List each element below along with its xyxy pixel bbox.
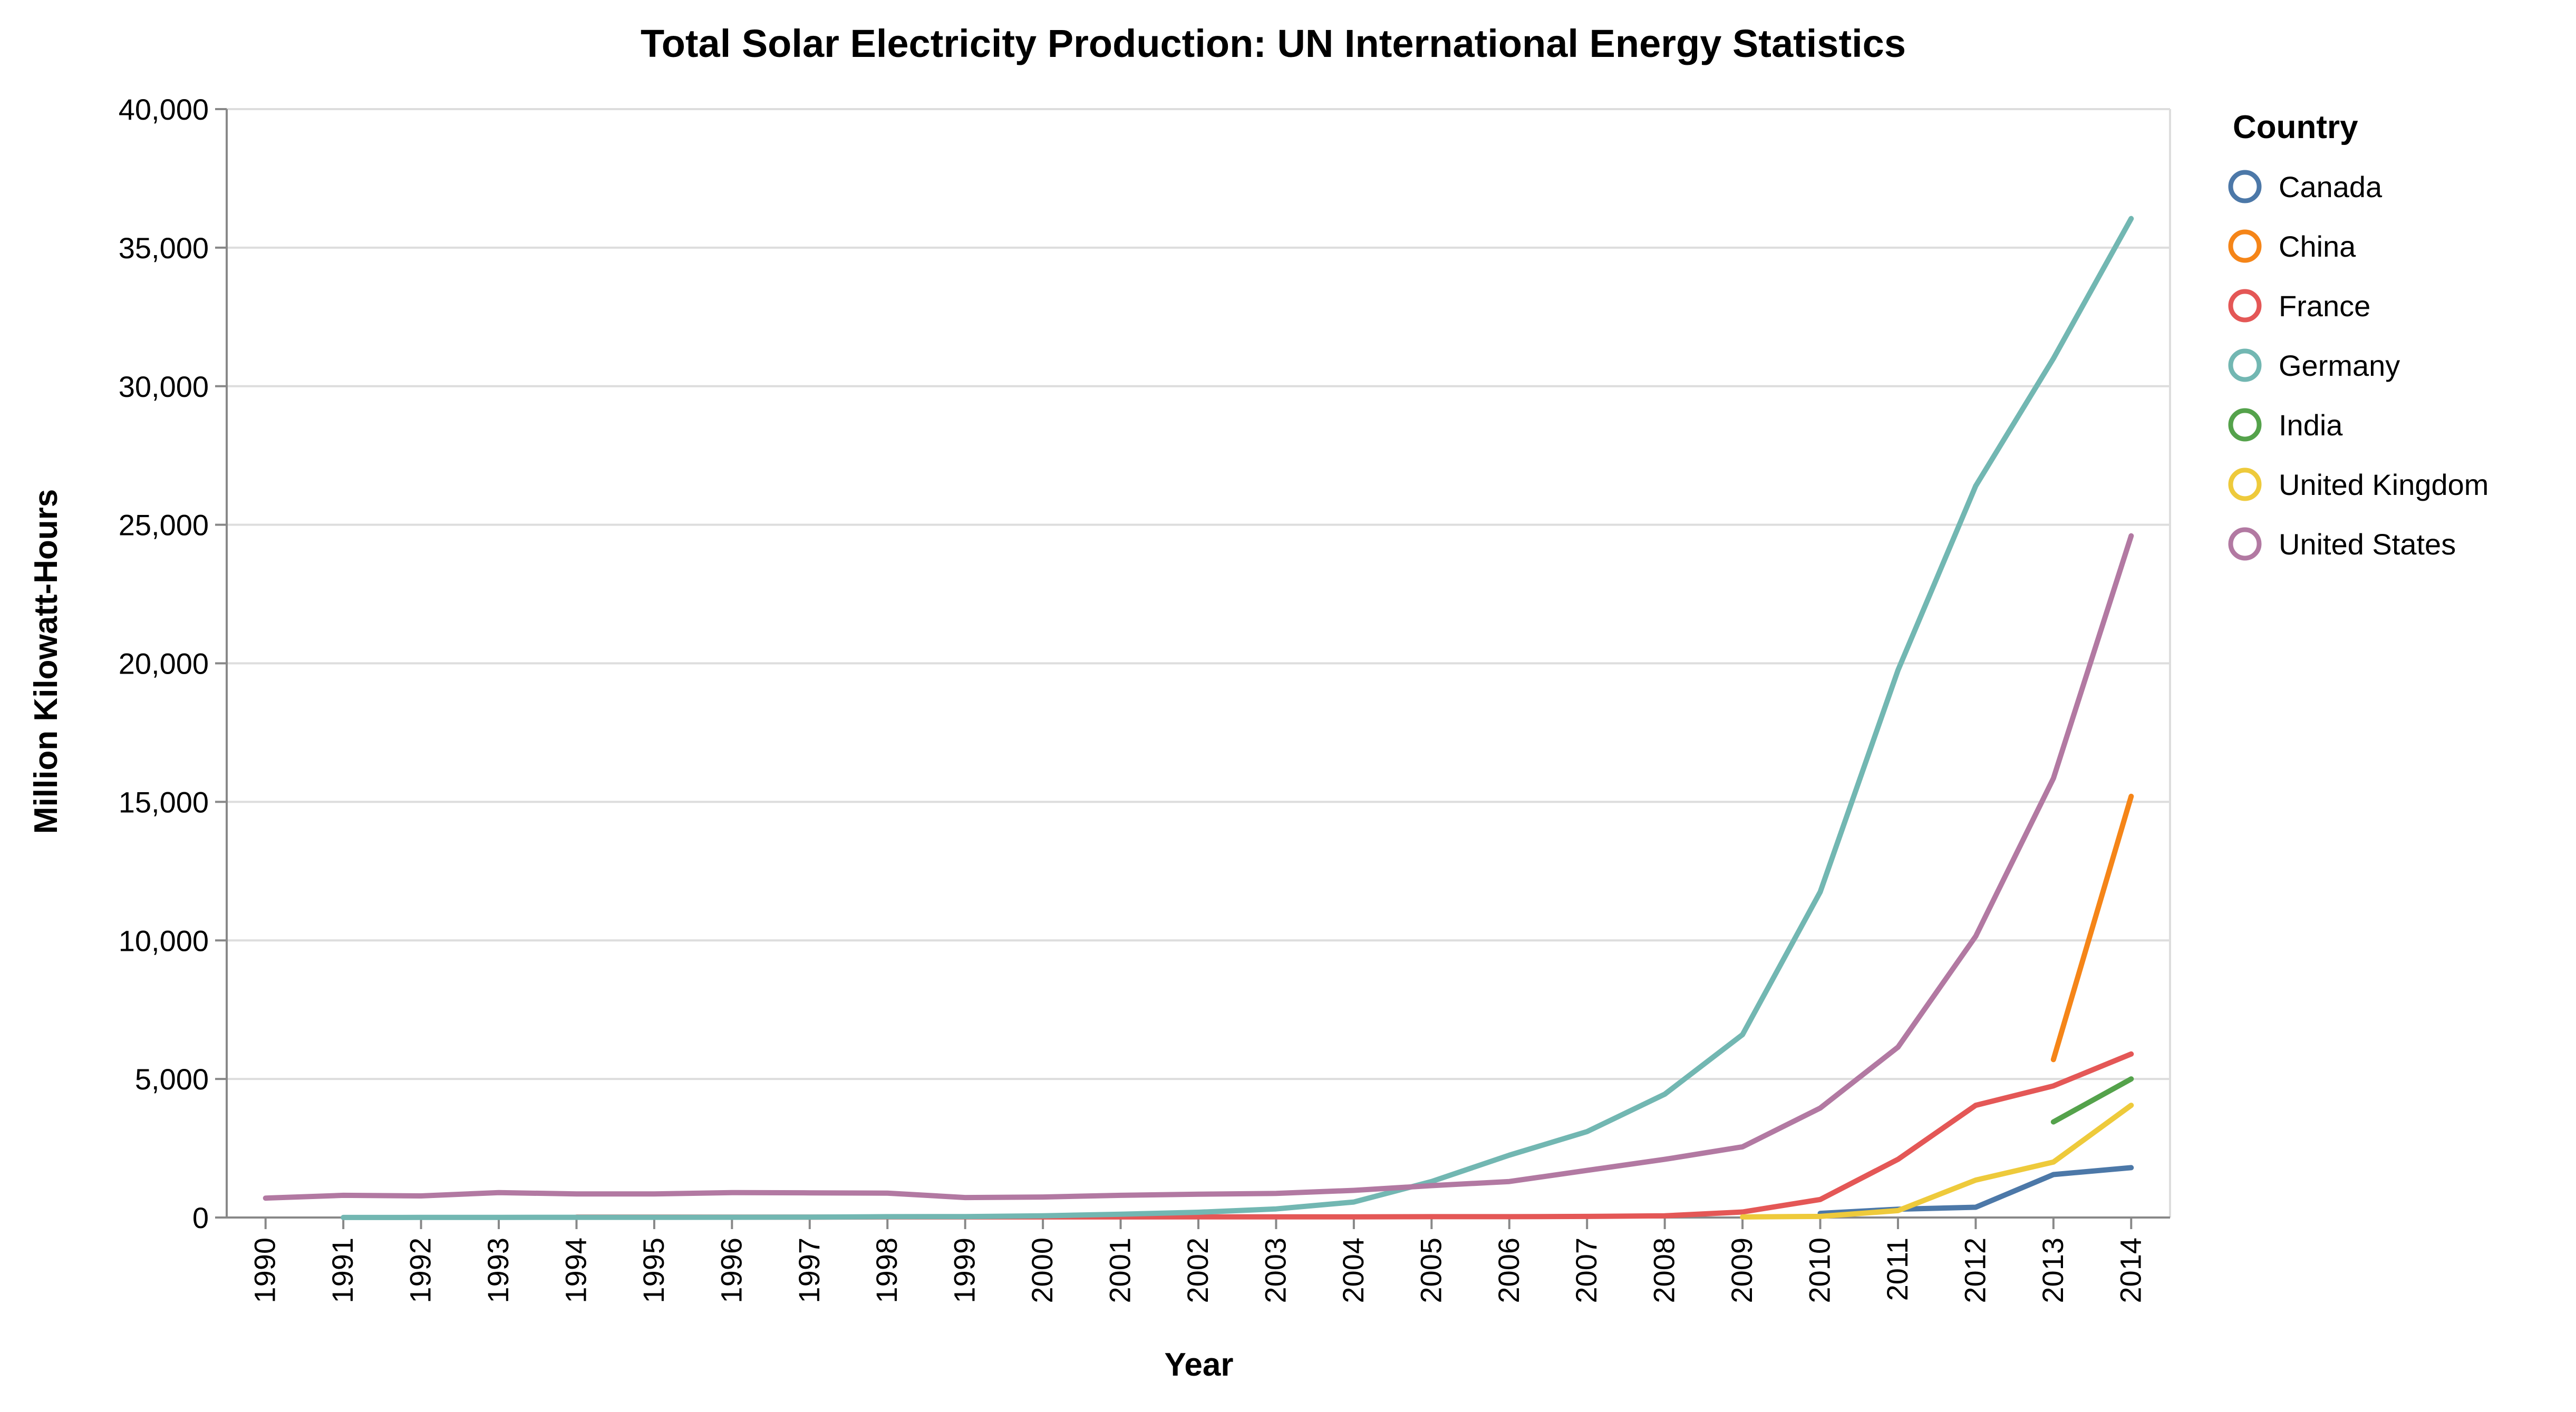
y-tick-label: 25,000 — [119, 509, 209, 542]
legend-label: France — [2279, 289, 2370, 323]
legend-title: Country — [2233, 109, 2358, 145]
x-tick-label: 2010 — [1803, 1238, 1836, 1303]
axes: 0 5,000 10,000 15,000 20,000 25,000 30,000 35,0… — [119, 93, 2170, 1303]
series-line-india — [2050, 1076, 2134, 1125]
x-tick-label: 2002 — [1181, 1238, 1214, 1303]
series-line-germany — [341, 216, 2134, 1220]
y-tick-label: 5,000 — [135, 1063, 209, 1096]
legend-item-france: France — [2228, 289, 2370, 323]
x-tick-label: 1999 — [948, 1238, 981, 1303]
x-tick-label: 2000 — [1025, 1238, 1059, 1303]
x-tick-label: 2008 — [1648, 1238, 1681, 1303]
x-tick-label: 1992 — [404, 1238, 437, 1303]
x-tick-label: 2012 — [1958, 1238, 1991, 1303]
legend-symbol — [2228, 527, 2262, 561]
x-tick-label: 1995 — [637, 1238, 670, 1303]
legend-label: India — [2279, 408, 2343, 442]
legend-item-united-states: United States — [2228, 527, 2456, 561]
legend-symbol — [2228, 229, 2262, 263]
y-tick-label: 35,000 — [119, 231, 209, 265]
legend-symbol — [2228, 408, 2262, 442]
legend-item-china: China — [2228, 229, 2356, 263]
x-tick-label: 2005 — [1414, 1238, 1447, 1303]
legend-label: Germany — [2279, 349, 2400, 382]
legend-symbol — [2228, 170, 2262, 203]
legend-symbol — [2228, 468, 2262, 501]
y-tick-label: 30,000 — [119, 370, 209, 403]
series-lines — [263, 216, 2134, 1220]
y-tick-label: 10,000 — [119, 924, 209, 957]
legend-symbol — [2228, 348, 2262, 382]
legend-label: United Kingdom — [2279, 468, 2488, 501]
legend-item-germany: Germany — [2228, 348, 2400, 382]
x-tick-label: 2004 — [1337, 1238, 1370, 1303]
x-tick-label: 1996 — [714, 1238, 748, 1303]
legend-item-canada: Canada — [2228, 170, 2383, 203]
legend: Country Canada China France Germany India Uni… — [2228, 109, 2488, 561]
y-axis-title: Million Kilowatt-Hours — [28, 489, 64, 834]
x-tick-label: 2013 — [2036, 1238, 2069, 1303]
legend-symbol — [2228, 289, 2262, 323]
legend-label: Canada — [2279, 170, 2383, 203]
x-tick-label: 1991 — [326, 1238, 359, 1303]
y-tick-label: 15,000 — [119, 785, 209, 819]
series-line-united-states — [263, 533, 2134, 1201]
legend-item-india: India — [2228, 408, 2343, 442]
y-tick-label: 40,000 — [119, 93, 209, 126]
x-tick-label: 1993 — [481, 1238, 515, 1303]
y-tick-label: 0 — [192, 1201, 209, 1234]
x-axis-title: Year — [1164, 1347, 1233, 1383]
x-tick-label: 2003 — [1258, 1238, 1292, 1303]
x-tick-label: 1998 — [870, 1238, 903, 1303]
x-tick-label: 2007 — [1570, 1238, 1603, 1303]
x-tick-label: 2006 — [1492, 1238, 1525, 1303]
x-tick-label: 1994 — [559, 1238, 592, 1303]
y-tick-label: 20,000 — [119, 647, 209, 680]
legend-item-united-kingdom: United Kingdom — [2228, 468, 2488, 501]
legend-label: United States — [2279, 528, 2456, 561]
x-tick-label: 2009 — [1725, 1238, 1758, 1303]
series-line-china — [2050, 793, 2134, 1063]
chart-title: Total Solar Electricity Production: UN I… — [641, 22, 1906, 65]
x-tick-label: 1997 — [792, 1238, 826, 1303]
gridlines — [227, 108, 2171, 1219]
series-line-united-kingdom — [1740, 1103, 2134, 1220]
x-tick-label: 1990 — [248, 1238, 282, 1303]
legend-label: China — [2279, 230, 2356, 263]
x-tick-label: 2014 — [2114, 1238, 2147, 1303]
x-tick-label: 2011 — [1881, 1238, 1914, 1301]
x-tick-label: 2001 — [1103, 1238, 1137, 1303]
